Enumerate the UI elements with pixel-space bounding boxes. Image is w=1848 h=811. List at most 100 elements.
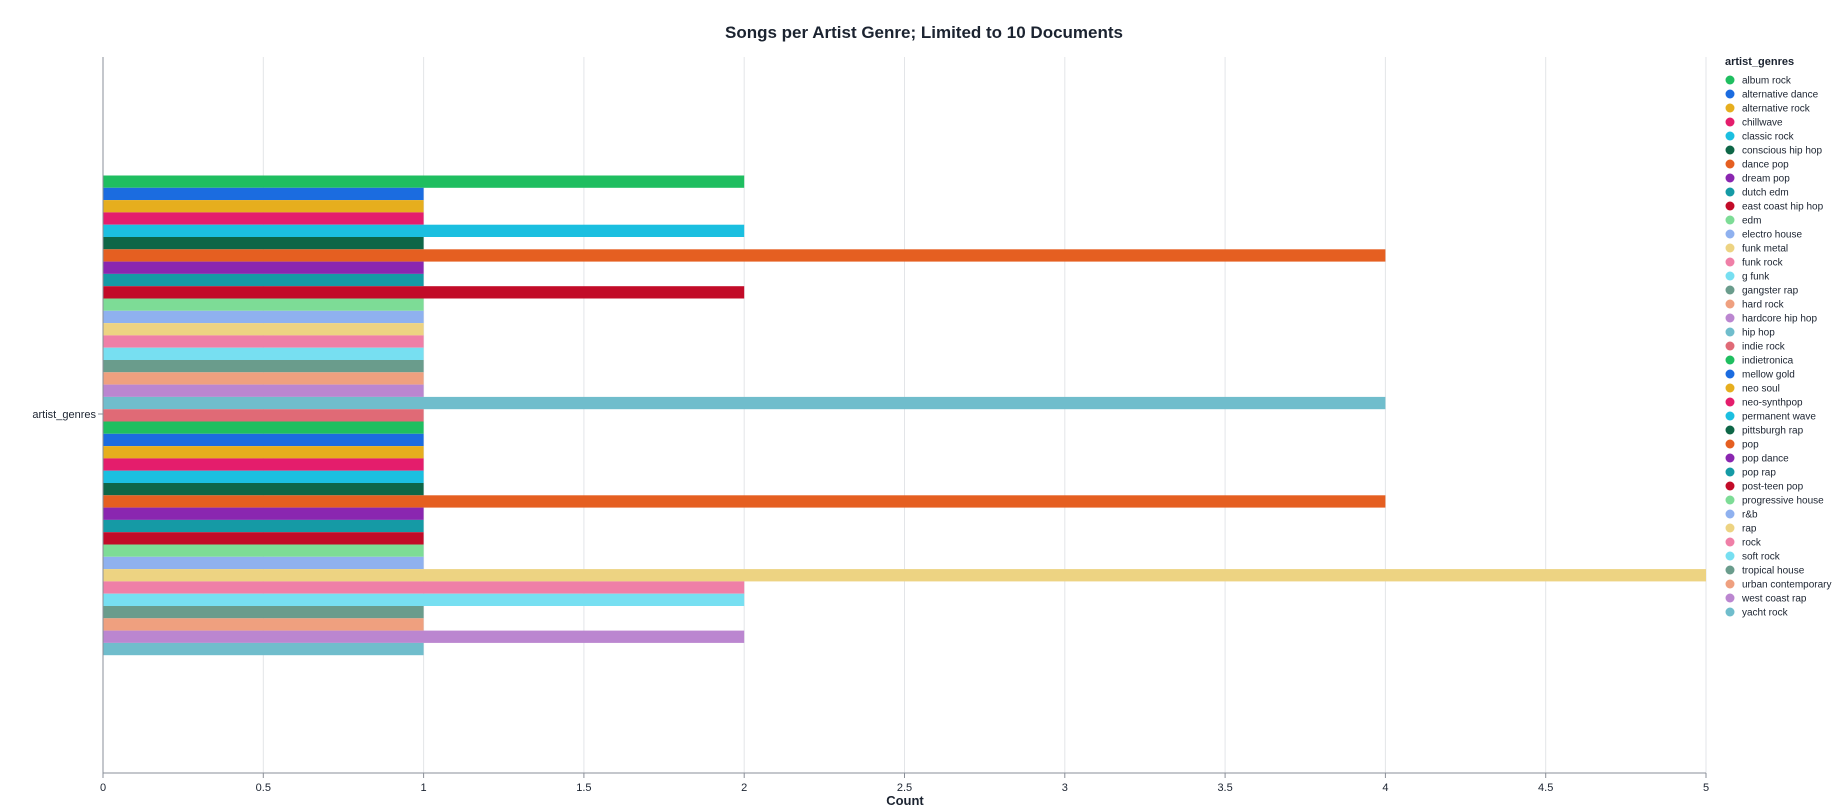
legend-item-label: pop dance [1742,454,1789,465]
x-tick-label: 1 [421,782,427,794]
bar [103,532,424,545]
bar [103,200,424,213]
legend-item-label: urban contemporary [1742,580,1832,591]
legend-swatch [1725,229,1735,239]
legend-item-label: electro house [1742,230,1802,241]
legend-swatch [1725,215,1735,225]
legend-item-label: indie rock [1742,342,1786,353]
legend-item-label: classic rock [1742,132,1795,143]
legend-item-label: mellow gold [1742,370,1795,381]
legend-item-label: tropical house [1742,566,1805,577]
legend: album rock alternative dance alternative r… [1725,75,1832,619]
x-tick-label: 1.5 [576,782,591,794]
legend-swatch [1725,509,1735,519]
legend-swatch [1725,565,1735,575]
legend-item-label: alternative rock [1742,104,1811,115]
legend-swatch [1725,89,1735,99]
legend-item-label: funk metal [1742,244,1788,255]
legend-item-label: funk rock [1742,258,1784,269]
legend-swatch [1725,425,1735,435]
legend-item-label: edm [1742,216,1761,227]
bar [103,495,1386,508]
legend-item-label: conscious hip hop [1742,146,1822,157]
bar [103,396,1386,410]
bar [103,544,424,557]
legend-item-label: neo-synthpop [1742,398,1803,409]
bar [103,433,424,447]
legend-swatch [1725,243,1735,253]
legend-swatch [1725,453,1735,463]
legend-swatch [1725,187,1735,197]
bar [103,261,424,274]
legend-swatch [1725,551,1735,561]
legend-swatch [1725,537,1735,547]
x-tick-label: 0.5 [256,782,271,794]
legend-swatch [1725,341,1735,351]
legend-item-label: east coast hip hop [1742,202,1824,213]
bar [103,347,424,360]
legend-swatch [1725,369,1735,379]
legend-item-label: pop [1742,440,1759,451]
legend-swatch [1725,383,1735,393]
bar [103,335,424,348]
bar [103,606,424,619]
legend-swatch [1725,173,1735,183]
legend-swatch [1725,355,1735,365]
x-tick-label: 4 [1382,782,1388,794]
legend-item-label: chillwave [1742,118,1783,129]
legend-swatch [1725,523,1735,533]
legend-swatch [1725,313,1735,323]
y-axis-category-label: artist_genres [32,409,96,421]
legend-swatch [1725,593,1735,603]
bar [103,581,745,594]
legend-swatch [1725,481,1735,491]
bar [103,458,424,471]
bar [103,483,424,496]
legend-swatch [1725,117,1735,127]
bar [103,212,424,225]
bar [103,630,745,643]
x-tick-label: 0 [100,782,106,794]
legend-item-label: soft rock [1742,552,1781,563]
legend-item-label: rap [1742,524,1757,535]
x-tick-label: 5 [1703,782,1709,794]
legend-swatch [1725,299,1735,309]
bar [103,298,424,311]
x-tick-label: 3.5 [1217,782,1232,794]
legend-item-label: yacht rock [1742,608,1789,619]
legend-item-label: progressive house [1742,496,1824,507]
legend-swatch [1725,145,1735,155]
legend-swatch [1725,607,1735,617]
legend-swatch [1725,411,1735,421]
legend-item-label: rock [1742,538,1762,549]
x-tick-label: 3 [1062,782,1068,794]
gridlines [262,57,1707,773]
legend-item-label: hard rock [1742,300,1785,311]
legend-item-label: pop rap [1742,468,1776,479]
legend-item-label: west coast rap [1741,594,1807,605]
bar [103,642,424,656]
bar [103,618,424,631]
legend-swatch [1725,439,1735,449]
legend-swatch [1725,271,1735,281]
bar [103,323,424,336]
x-tick-label: 2 [741,782,747,794]
legend-swatch [1725,397,1735,407]
legend-item-label: hip hop [1742,328,1775,339]
bar [103,249,1386,262]
legend-item-label: r&b [1742,510,1758,521]
bar [103,384,424,397]
legend-item-label: dance pop [1742,160,1789,171]
bar [103,372,424,385]
legend-item-label: album rock [1742,76,1792,87]
bar [103,507,424,520]
bar [103,446,424,459]
bar [103,470,424,483]
legend-swatch [1725,327,1735,337]
bar [103,519,424,533]
x-axis-ticks: 0 0.5 1 1.5 2 2.5 3 3.5 4 4.5 5 [100,773,1709,794]
legend-swatch [1725,131,1735,141]
legend-item-label: alternative dance [1742,90,1819,101]
x-tick-label: 4.5 [1538,782,1553,794]
